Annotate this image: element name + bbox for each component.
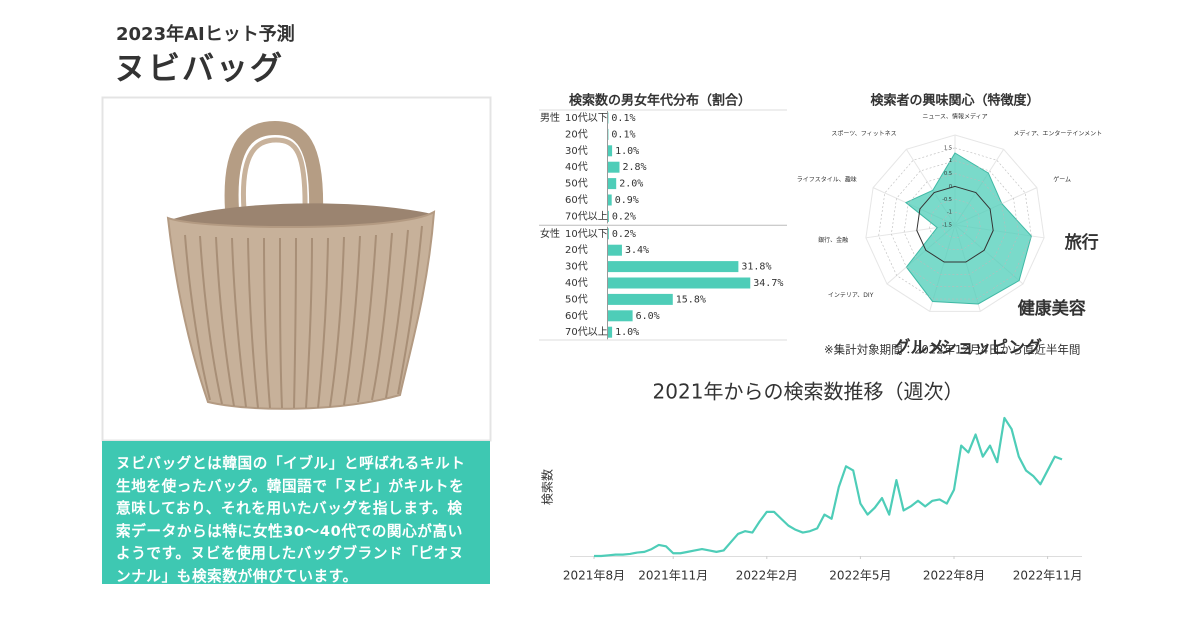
group-label: 男性 (540, 111, 560, 124)
x-tick-label: 2022年8月 (923, 569, 985, 583)
bar (608, 228, 609, 240)
value-label: 3.4% (625, 245, 649, 256)
category-label: 20代 (565, 128, 588, 140)
kicker: 2023年AIヒット予測 (116, 23, 295, 45)
category-label: 10代以下 (565, 112, 608, 124)
r-tick-label: -1 (947, 210, 952, 216)
axis-label: スポーツ、フィットネス (831, 130, 896, 138)
outer-ring (865, 134, 1045, 312)
group-label: 女性 (540, 227, 560, 240)
grid-ring (941, 211, 969, 238)
value-label: 1.0% (615, 327, 639, 338)
axis-label: メディア、エンターテインメント (1013, 130, 1102, 138)
value-label: 6.0% (636, 311, 660, 322)
value-label: 0.1% (611, 113, 635, 124)
axis-label: ニュース、情報メディア (922, 113, 987, 121)
note: ※集計対象期間：2022年12月4日から直近半年間 (824, 343, 1080, 357)
category-label: 10代以下 (565, 228, 608, 240)
headline: ヌビバッグ (114, 49, 284, 87)
value-label: 34.7% (753, 278, 783, 289)
category-label: 40代 (565, 277, 588, 289)
bar (608, 194, 612, 206)
category-label: 50代 (565, 293, 588, 305)
category-label: 50代 (565, 178, 588, 190)
x-tick-label: 2022年2月 (736, 569, 798, 583)
bar (608, 310, 633, 322)
highlight-label: グルメ (893, 337, 944, 358)
grid-ring (929, 198, 981, 250)
category-label: 70代以上 (565, 210, 608, 222)
highlight-label: 旅行 (1064, 232, 1099, 253)
value-label: 0.9% (615, 195, 639, 206)
bar (608, 277, 751, 289)
description: ヌビバッグとは韓国の「イブル」と呼ばれるキルト生地を使ったバッグ。韓国語で「ヌビ… (102, 441, 490, 585)
trend-line (594, 416, 1063, 558)
chart-title: 2021年からの検索数推移（週次） (653, 380, 964, 404)
r-tick-label: 1 (949, 158, 952, 164)
category-label: 60代 (565, 310, 588, 322)
bar (608, 293, 673, 305)
r-tick-label: 1.5 (944, 145, 952, 151)
value-label: 0.2% (612, 211, 636, 222)
x-tick-label: 2021年8月 (563, 569, 625, 583)
axis-label: インテリア、DIY (828, 292, 874, 299)
highlight-label: ショッピング (940, 337, 1042, 358)
value-label: 31.8% (741, 262, 771, 273)
chart-title: 検索者の興味関心（特徴度） (870, 93, 1039, 109)
category-label: 40代 (565, 161, 588, 173)
y-axis-label: 検索数 (540, 469, 555, 505)
category-label: 30代 (565, 145, 588, 157)
grid-ring (916, 185, 994, 263)
bar (608, 161, 620, 173)
axis-label: 銀行、金融 (818, 236, 848, 244)
value-label: 2.0% (619, 179, 643, 190)
x-tick-label: 2021年11月 (638, 569, 708, 583)
value-label: 2.8% (622, 162, 646, 173)
r-tick-label: -0.5 (942, 197, 952, 203)
bar (608, 145, 613, 157)
bar (608, 326, 613, 338)
value-label: 1.0% (615, 146, 639, 157)
value-label: 0.2% (612, 229, 636, 240)
axis-label: ゲーム (1053, 176, 1071, 184)
category-label: 30代 (565, 261, 588, 273)
grid-ring (891, 160, 1019, 287)
value-label: 15.8% (676, 294, 706, 305)
bar (608, 261, 739, 273)
bar (608, 178, 617, 190)
category-label: 70代以上 (565, 326, 608, 338)
grid-ring (903, 173, 1007, 275)
bar (608, 210, 609, 222)
radar-area (904, 152, 1032, 305)
x-tick-label: 2022年11月 (1013, 569, 1083, 583)
x-tick-label: 2022年5月 (829, 569, 891, 583)
chart-title: 検索数の男女年代分布（割合） (569, 93, 751, 109)
category-label: 60代 (565, 194, 588, 206)
axis-label: ライフスタイル、趣味 (797, 176, 857, 184)
highlight-label: 健康美容 (1017, 298, 1086, 319)
category-label: 20代 (565, 244, 588, 256)
r-tick-label: -1.5 (942, 223, 952, 229)
r-tick-label: 0 (949, 184, 952, 190)
r-tick-label: 0.5 (944, 171, 952, 177)
bag-illustration (166, 120, 436, 410)
value-label: 0.1% (611, 129, 635, 140)
bar (608, 244, 622, 256)
